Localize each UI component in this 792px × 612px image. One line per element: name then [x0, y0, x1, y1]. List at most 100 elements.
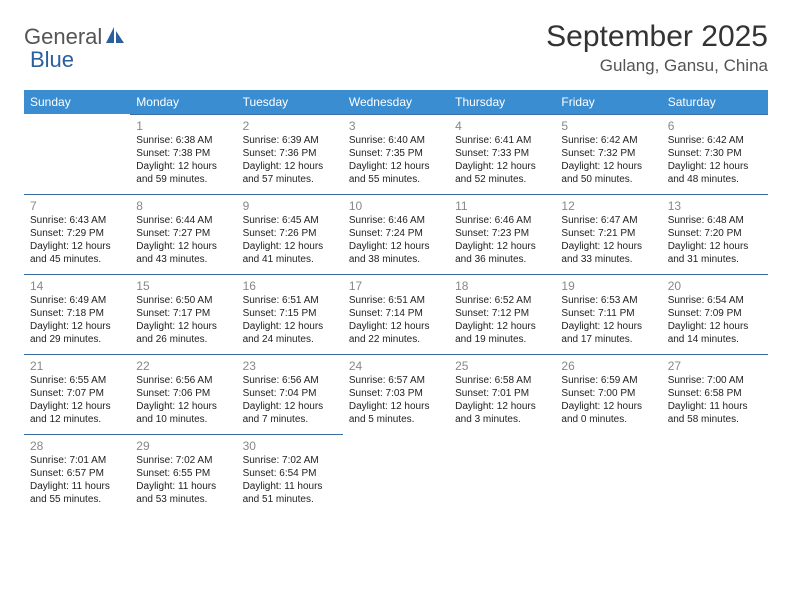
sunset-text: Sunset: 7:21 PM	[561, 227, 655, 240]
daylight-text: Daylight: 11 hours and 58 minutes.	[668, 400, 762, 426]
calendar-cell	[449, 434, 555, 514]
calendar-cell: 28Sunrise: 7:01 AMSunset: 6:57 PMDayligh…	[24, 434, 130, 514]
calendar-cell: 2Sunrise: 6:39 AMSunset: 7:36 PMDaylight…	[237, 114, 343, 194]
day-number: 9	[243, 199, 337, 213]
sunset-text: Sunset: 7:07 PM	[30, 387, 124, 400]
day-cell: 6Sunrise: 6:42 AMSunset: 7:30 PMDaylight…	[662, 114, 768, 194]
sunrise-text: Sunrise: 6:38 AM	[136, 134, 230, 147]
day-number: 5	[561, 119, 655, 133]
day-number: 11	[455, 199, 549, 213]
calendar-cell: 5Sunrise: 6:42 AMSunset: 7:32 PMDaylight…	[555, 114, 661, 194]
day-cell: 19Sunrise: 6:53 AMSunset: 7:11 PMDayligh…	[555, 274, 661, 354]
calendar-cell: 4Sunrise: 6:41 AMSunset: 7:33 PMDaylight…	[449, 114, 555, 194]
sunset-text: Sunset: 7:03 PM	[349, 387, 443, 400]
sunset-text: Sunset: 6:55 PM	[136, 467, 230, 480]
calendar-cell: 13Sunrise: 6:48 AMSunset: 7:20 PMDayligh…	[662, 194, 768, 274]
daylight-text: Daylight: 12 hours and 33 minutes.	[561, 240, 655, 266]
calendar-cell: 1Sunrise: 6:38 AMSunset: 7:38 PMDaylight…	[130, 114, 236, 194]
day-number: 28	[30, 439, 124, 453]
sunrise-text: Sunrise: 6:54 AM	[668, 294, 762, 307]
day-cell: 25Sunrise: 6:58 AMSunset: 7:01 PMDayligh…	[449, 354, 555, 434]
sunset-text: Sunset: 6:54 PM	[243, 467, 337, 480]
calendar-cell: 12Sunrise: 6:47 AMSunset: 7:21 PMDayligh…	[555, 194, 661, 274]
sunset-text: Sunset: 7:27 PM	[136, 227, 230, 240]
calendar-cell: 9Sunrise: 6:45 AMSunset: 7:26 PMDaylight…	[237, 194, 343, 274]
calendar-cell: 29Sunrise: 7:02 AMSunset: 6:55 PMDayligh…	[130, 434, 236, 514]
day-cell: 23Sunrise: 6:56 AMSunset: 7:04 PMDayligh…	[237, 354, 343, 434]
sunrise-text: Sunrise: 6:42 AM	[668, 134, 762, 147]
sunset-text: Sunset: 7:33 PM	[455, 147, 549, 160]
calendar-cell: 24Sunrise: 6:57 AMSunset: 7:03 PMDayligh…	[343, 354, 449, 434]
logo-text-blue: Blue	[30, 47, 74, 73]
day-number: 14	[30, 279, 124, 293]
daylight-text: Daylight: 12 hours and 41 minutes.	[243, 240, 337, 266]
sunrise-text: Sunrise: 6:59 AM	[561, 374, 655, 387]
calendar-cell: 17Sunrise: 6:51 AMSunset: 7:14 PMDayligh…	[343, 274, 449, 354]
calendar-cell: 23Sunrise: 6:56 AMSunset: 7:04 PMDayligh…	[237, 354, 343, 434]
sunrise-text: Sunrise: 7:02 AM	[136, 454, 230, 467]
calendar-cell: 7Sunrise: 6:43 AMSunset: 7:29 PMDaylight…	[24, 194, 130, 274]
day-cell: 22Sunrise: 6:56 AMSunset: 7:06 PMDayligh…	[130, 354, 236, 434]
sunset-text: Sunset: 6:57 PM	[30, 467, 124, 480]
empty-cell	[24, 114, 130, 192]
sunrise-text: Sunrise: 6:56 AM	[243, 374, 337, 387]
calendar-week-row: 1Sunrise: 6:38 AMSunset: 7:38 PMDaylight…	[24, 114, 768, 194]
sunrise-text: Sunrise: 7:00 AM	[668, 374, 762, 387]
sunrise-text: Sunrise: 7:02 AM	[243, 454, 337, 467]
calendar-week-row: 7Sunrise: 6:43 AMSunset: 7:29 PMDaylight…	[24, 194, 768, 274]
day-cell: 26Sunrise: 6:59 AMSunset: 7:00 PMDayligh…	[555, 354, 661, 434]
day-cell: 2Sunrise: 6:39 AMSunset: 7:36 PMDaylight…	[237, 114, 343, 194]
sunset-text: Sunset: 7:06 PM	[136, 387, 230, 400]
month-title: September 2025	[546, 20, 768, 54]
day-cell: 20Sunrise: 6:54 AMSunset: 7:09 PMDayligh…	[662, 274, 768, 354]
sunrise-text: Sunrise: 6:44 AM	[136, 214, 230, 227]
sunrise-text: Sunrise: 6:58 AM	[455, 374, 549, 387]
sunrise-text: Sunrise: 6:51 AM	[349, 294, 443, 307]
calendar-cell	[555, 434, 661, 514]
daylight-text: Daylight: 12 hours and 36 minutes.	[455, 240, 549, 266]
daylight-text: Daylight: 12 hours and 52 minutes.	[455, 160, 549, 186]
sunrise-text: Sunrise: 6:48 AM	[668, 214, 762, 227]
daylight-text: Daylight: 12 hours and 24 minutes.	[243, 320, 337, 346]
daylight-text: Daylight: 12 hours and 59 minutes.	[136, 160, 230, 186]
day-cell: 5Sunrise: 6:42 AMSunset: 7:32 PMDaylight…	[555, 114, 661, 194]
sunset-text: Sunset: 7:15 PM	[243, 307, 337, 320]
sunset-text: Sunset: 7:12 PM	[455, 307, 549, 320]
day-number: 30	[243, 439, 337, 453]
day-cell: 18Sunrise: 6:52 AMSunset: 7:12 PMDayligh…	[449, 274, 555, 354]
day-number: 24	[349, 359, 443, 373]
day-cell: 28Sunrise: 7:01 AMSunset: 6:57 PMDayligh…	[24, 434, 130, 514]
sunset-text: Sunset: 7:20 PM	[668, 227, 762, 240]
day-cell: 30Sunrise: 7:02 AMSunset: 6:54 PMDayligh…	[237, 434, 343, 514]
daylight-text: Daylight: 11 hours and 55 minutes.	[30, 480, 124, 506]
sunset-text: Sunset: 7:30 PM	[668, 147, 762, 160]
calendar-cell: 25Sunrise: 6:58 AMSunset: 7:01 PMDayligh…	[449, 354, 555, 434]
daylight-text: Daylight: 12 hours and 31 minutes.	[668, 240, 762, 266]
day-cell: 14Sunrise: 6:49 AMSunset: 7:18 PMDayligh…	[24, 274, 130, 354]
calendar-cell: 15Sunrise: 6:50 AMSunset: 7:17 PMDayligh…	[130, 274, 236, 354]
day-cell: 15Sunrise: 6:50 AMSunset: 7:17 PMDayligh…	[130, 274, 236, 354]
location-subtitle: Gulang, Gansu, China	[546, 56, 768, 76]
calendar-cell: 16Sunrise: 6:51 AMSunset: 7:15 PMDayligh…	[237, 274, 343, 354]
daylight-text: Daylight: 12 hours and 38 minutes.	[349, 240, 443, 266]
sunrise-text: Sunrise: 6:49 AM	[30, 294, 124, 307]
day-number: 16	[243, 279, 337, 293]
daylight-text: Daylight: 12 hours and 14 minutes.	[668, 320, 762, 346]
sunset-text: Sunset: 7:09 PM	[668, 307, 762, 320]
empty-cell	[555, 434, 661, 512]
day-number: 1	[136, 119, 230, 133]
sunset-text: Sunset: 7:14 PM	[349, 307, 443, 320]
day-cell: 10Sunrise: 6:46 AMSunset: 7:24 PMDayligh…	[343, 194, 449, 274]
calendar-cell: 10Sunrise: 6:46 AMSunset: 7:24 PMDayligh…	[343, 194, 449, 274]
day-number: 8	[136, 199, 230, 213]
day-cell: 16Sunrise: 6:51 AMSunset: 7:15 PMDayligh…	[237, 274, 343, 354]
day-number: 26	[561, 359, 655, 373]
calendar-cell: 3Sunrise: 6:40 AMSunset: 7:35 PMDaylight…	[343, 114, 449, 194]
calendar-cell: 18Sunrise: 6:52 AMSunset: 7:12 PMDayligh…	[449, 274, 555, 354]
sunset-text: Sunset: 7:18 PM	[30, 307, 124, 320]
calendar-cell: 14Sunrise: 6:49 AMSunset: 7:18 PMDayligh…	[24, 274, 130, 354]
daylight-text: Daylight: 12 hours and 29 minutes.	[30, 320, 124, 346]
calendar-cell	[24, 114, 130, 194]
day-cell: 8Sunrise: 6:44 AMSunset: 7:27 PMDaylight…	[130, 194, 236, 274]
day-number: 29	[136, 439, 230, 453]
